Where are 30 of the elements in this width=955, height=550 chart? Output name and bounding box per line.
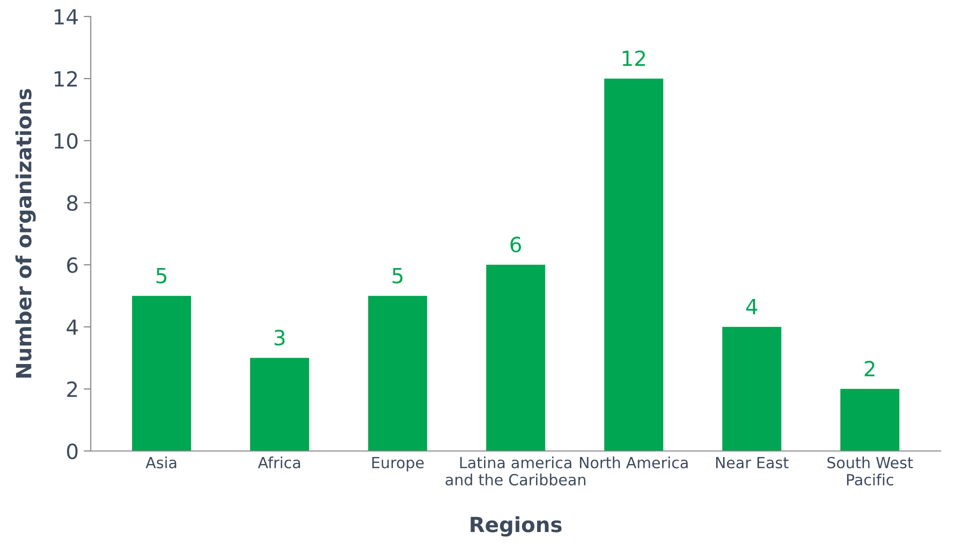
bar (132, 296, 192, 451)
bar (368, 296, 428, 451)
y-tick-label: 8 (67, 195, 78, 211)
bar (604, 78, 664, 451)
bar (722, 326, 782, 451)
x-axis-title: Regions (470, 516, 562, 537)
x-tick-label: Near East (716, 457, 789, 468)
data-label: 6 (510, 236, 522, 252)
x-tick-label: Europe (372, 457, 424, 472)
data-label: 5 (156, 268, 166, 284)
bar (486, 264, 546, 451)
y-tick-label: 4 (66, 320, 78, 335)
bar (840, 388, 900, 451)
data-label: 12 (622, 50, 645, 66)
y-tick-label: 2 (67, 381, 77, 397)
y-tick-label: 0 (67, 443, 78, 460)
bar (250, 358, 310, 451)
y-axis-title: Number of organizations (15, 88, 36, 378)
x-tick-label: Asia (146, 456, 176, 468)
x-tick-label: Africa (258, 456, 300, 468)
data-label: 2 (864, 360, 874, 376)
data-label: 5 (392, 268, 402, 284)
y-tick-label: 6 (67, 257, 78, 273)
y-tick-label: 14 (54, 9, 78, 24)
x-tick-label: South West Pacific (827, 456, 913, 486)
y-tick-label: 12 (54, 71, 77, 86)
x-tick-label: North America (580, 456, 688, 468)
data-label: 3 (274, 330, 285, 346)
y-tick-label: 10 (54, 133, 78, 149)
data-label: 4 (746, 299, 758, 314)
